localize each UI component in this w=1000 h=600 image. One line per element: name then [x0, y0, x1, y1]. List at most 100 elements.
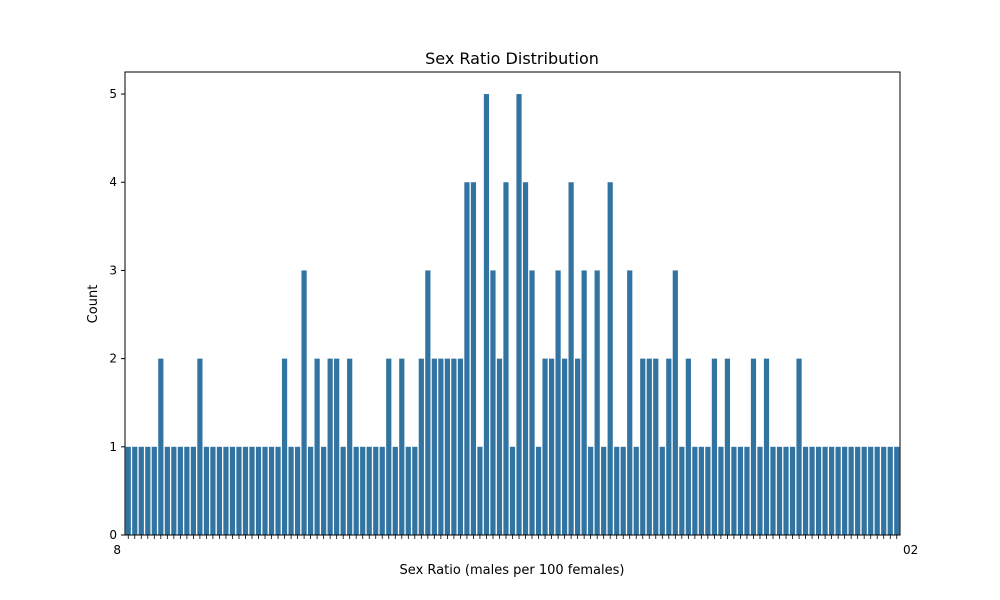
- bar: [698, 446, 704, 535]
- bar: [399, 358, 405, 535]
- bar: [132, 446, 138, 535]
- bar: [646, 358, 652, 535]
- bar: [842, 446, 848, 535]
- bar: [275, 446, 281, 535]
- bar: [750, 358, 757, 535]
- bar: [158, 358, 164, 535]
- bar: [757, 446, 763, 535]
- bar: [294, 446, 301, 535]
- bar: [731, 446, 737, 535]
- y-tick-label: 3: [109, 263, 117, 277]
- bar: [627, 270, 633, 535]
- bar: [802, 446, 809, 535]
- bar: [438, 358, 444, 535]
- bar: [568, 182, 574, 536]
- bar: [835, 446, 841, 535]
- bar: [288, 446, 294, 535]
- bar: [724, 358, 731, 535]
- bar: [705, 446, 711, 535]
- bar: [562, 358, 568, 535]
- bar: [581, 270, 587, 535]
- bar: [796, 358, 802, 535]
- bar: [881, 446, 887, 535]
- bar: [829, 446, 835, 535]
- bar: [679, 446, 685, 535]
- bar: [340, 446, 346, 535]
- bar: [659, 446, 665, 535]
- bar: [418, 358, 424, 535]
- y-axis-ticks: 0 1 2 3 4 5: [109, 87, 125, 542]
- bar: [249, 446, 255, 535]
- bar: [789, 446, 796, 535]
- bar: [171, 446, 177, 535]
- bar: [855, 446, 861, 535]
- bar: [281, 358, 288, 535]
- x-tick-label-first: 8: [113, 543, 121, 557]
- bar: [334, 358, 340, 535]
- bar: [522, 182, 529, 536]
- bar: [588, 446, 594, 535]
- bar: [262, 446, 268, 535]
- bar: [347, 358, 353, 535]
- bar: [666, 358, 672, 535]
- bar: [151, 446, 157, 535]
- bar: [783, 446, 789, 535]
- bar: [314, 358, 320, 535]
- bar: [431, 358, 437, 535]
- bar: [633, 446, 639, 535]
- x-axis-label: Sex Ratio (males per 100 females): [400, 563, 625, 578]
- bar: [685, 358, 691, 535]
- y-tick-label: 2: [109, 352, 117, 366]
- bar: [236, 446, 242, 535]
- bar: [614, 446, 620, 535]
- bar: [386, 358, 392, 535]
- bar: [255, 446, 262, 535]
- bar: [392, 446, 398, 535]
- bar: [809, 446, 815, 535]
- bar: [216, 446, 223, 535]
- bar: [470, 182, 477, 536]
- bar: [815, 446, 822, 535]
- bar: [373, 446, 379, 535]
- bar: [763, 358, 770, 535]
- y-axis-label: Count: [86, 285, 101, 324]
- bar: [744, 446, 750, 535]
- bar: [477, 446, 483, 535]
- x-tick-label-last: 02: [903, 543, 918, 557]
- plot-frame: [124, 71, 901, 536]
- bar: [529, 270, 535, 535]
- bar: [861, 446, 867, 535]
- bar: [601, 446, 607, 535]
- bar: [620, 446, 626, 535]
- bar: [887, 446, 893, 535]
- bar: [138, 446, 144, 535]
- bar: [125, 446, 131, 535]
- bar: [718, 446, 724, 535]
- bar: [210, 446, 216, 535]
- bar: [412, 446, 418, 535]
- bar: [379, 446, 385, 535]
- bar: [711, 358, 717, 535]
- bar: [594, 270, 600, 535]
- y-tick-label: 5: [109, 87, 117, 101]
- bar: [894, 446, 900, 535]
- chart-title: Sex Ratio Distribution: [425, 49, 599, 68]
- bar: [223, 446, 229, 535]
- bars-group: [125, 94, 900, 536]
- bar: [197, 358, 203, 535]
- bar: [177, 446, 183, 535]
- bar: [692, 446, 698, 535]
- bar: [737, 446, 744, 535]
- y-tick-label: 1: [109, 440, 117, 454]
- bar: [229, 446, 236, 535]
- bar: [770, 446, 776, 535]
- bar: [542, 358, 548, 535]
- bar: [874, 446, 880, 535]
- bar: [405, 446, 411, 535]
- bar: [457, 358, 463, 535]
- bar: [327, 358, 333, 535]
- bar: [164, 446, 170, 535]
- bar: [672, 270, 678, 535]
- bar: [268, 446, 275, 535]
